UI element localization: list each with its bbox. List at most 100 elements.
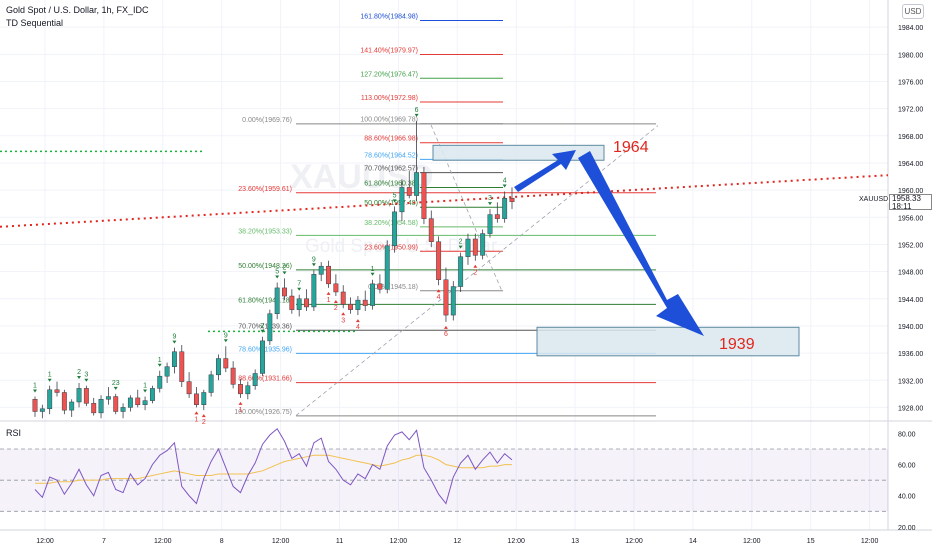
candle-body bbox=[201, 392, 207, 405]
chart-title: Gold Spot / U.S. Dollar, 1h, FX_IDC bbox=[6, 5, 149, 15]
candle-body bbox=[120, 407, 126, 412]
candle-body bbox=[164, 366, 170, 377]
price-tick-label: 1944.00 bbox=[898, 297, 923, 304]
candle-body bbox=[105, 396, 111, 400]
price-tick-label: 1980.00 bbox=[898, 52, 923, 59]
td-sell-setup-marker bbox=[77, 375, 82, 379]
td-sell-setup-marker bbox=[260, 329, 265, 333]
price-tick-label: 1960.00 bbox=[898, 188, 923, 195]
fib-right-label: 23.60%(1950.99) bbox=[364, 244, 418, 251]
fib-right-label: 141.40%(1979.97) bbox=[360, 48, 418, 55]
fib-right-label: 0.00%(1945.18) bbox=[368, 284, 418, 291]
target-zone-lower bbox=[536, 326, 800, 357]
bullish-arrow bbox=[514, 150, 576, 192]
td-count-label: 1 bbox=[239, 407, 243, 414]
td-count-label: 5 bbox=[275, 268, 279, 275]
rsi-tick-label: 20.00 bbox=[898, 525, 916, 532]
td-count-label: 2 bbox=[77, 369, 81, 376]
candle-body bbox=[186, 381, 192, 395]
candle-body bbox=[340, 291, 346, 305]
td-sell-setup-marker bbox=[33, 389, 37, 393]
last-price-value: 1958.33 bbox=[892, 194, 921, 203]
candle-body bbox=[113, 396, 119, 412]
candle-body bbox=[245, 385, 251, 395]
td-buy-setup-marker bbox=[443, 325, 448, 329]
last-price-tag: 1958.33 18:11 bbox=[889, 194, 932, 211]
td-count-label: 2 bbox=[202, 419, 206, 426]
td-count-label: 4 bbox=[437, 294, 441, 301]
fib-left-label: 0.00%(1969.76) bbox=[242, 117, 292, 124]
candle-body bbox=[142, 400, 148, 405]
fib-right-label: 127.20%(1976.47) bbox=[360, 71, 418, 78]
indicator-label: TD Sequential bbox=[6, 18, 64, 28]
td-sell-setup-marker bbox=[84, 378, 89, 382]
td-sell-setup-marker bbox=[502, 184, 507, 188]
price-tick-label: 1968.00 bbox=[898, 134, 923, 141]
candle-body bbox=[274, 287, 280, 314]
td-count-label: 9 bbox=[312, 256, 316, 263]
candle-body bbox=[157, 375, 163, 389]
lower-target-label: 1939 bbox=[719, 336, 755, 353]
fib-right-label: 113.00%(1972.98) bbox=[361, 95, 418, 102]
td-buy-setup-marker bbox=[473, 264, 478, 268]
price-tick-label: 1972.00 bbox=[898, 107, 923, 114]
price-tick-label: 1928.00 bbox=[898, 405, 923, 412]
price-tick-label: 1932.00 bbox=[898, 378, 923, 385]
candle-body bbox=[421, 172, 427, 219]
fib-left-label: 70.70%(1939.36) bbox=[238, 323, 292, 330]
td-sell-setup-marker bbox=[143, 389, 148, 393]
td-count-label: 7 bbox=[297, 281, 301, 288]
time-tick-label: 12:00 bbox=[625, 538, 643, 545]
candle-body bbox=[83, 388, 89, 404]
td-buy-setup-marker bbox=[326, 291, 331, 295]
candle-body bbox=[39, 408, 45, 412]
currency-button[interactable]: USD bbox=[902, 4, 924, 19]
watermark-symbol: XAUUSD bbox=[290, 158, 434, 196]
candle-body bbox=[465, 238, 471, 257]
price-tick-label: 1952.00 bbox=[898, 242, 923, 249]
candle-body bbox=[230, 367, 236, 385]
td-count-label: 23 bbox=[112, 380, 120, 387]
td-sell-setup-marker bbox=[311, 263, 316, 267]
price-tick-label: 1936.00 bbox=[898, 351, 923, 358]
time-tick-label: 12:00 bbox=[861, 538, 879, 545]
td-count-label: 6 bbox=[444, 331, 448, 338]
fib-right-label: 38.20%(1954.58) bbox=[364, 220, 418, 227]
candle-body bbox=[502, 198, 508, 219]
candle-body bbox=[494, 214, 500, 219]
td-sell-setup-marker bbox=[47, 378, 52, 382]
candle-body bbox=[318, 265, 324, 275]
candle-body bbox=[377, 283, 383, 290]
td-sell-setup-marker bbox=[275, 275, 280, 279]
fibonacci-levels: 0.00%(1969.76) 23.60%(1959.61) 38.20%(1953… bbox=[234, 14, 656, 417]
candle-body bbox=[311, 274, 317, 308]
candle-body bbox=[223, 358, 229, 369]
fib-right-label: 78.60%(1964.52) bbox=[364, 152, 418, 159]
fib-right-label: 61.80%(1960.38) bbox=[364, 181, 418, 188]
td-count-label: 6 bbox=[415, 107, 419, 114]
td-count-label: 3 bbox=[84, 372, 88, 379]
td-count-label: 1 bbox=[33, 383, 37, 390]
td-buy-setup-marker bbox=[341, 312, 346, 316]
td-count-label: 9 bbox=[224, 332, 228, 339]
time-tick-label: 11 bbox=[336, 538, 343, 545]
candle-body bbox=[54, 389, 60, 393]
fib-right-label: 161.80%(1984.98) bbox=[360, 14, 418, 21]
fib-left-label: 78.60%(1935.96) bbox=[238, 346, 292, 353]
td-buy-setup-marker bbox=[201, 414, 206, 418]
time-tick-label: 8 bbox=[220, 538, 224, 545]
candle-body bbox=[135, 397, 141, 405]
fib-left-label: 38.20%(1953.33) bbox=[238, 228, 292, 235]
rsi-tick-label: 40.00 bbox=[898, 494, 916, 501]
rsi-pane: 20.00 40.00 60.00 80.00 bbox=[0, 428, 916, 532]
td-count-label: 1 bbox=[158, 357, 162, 364]
candle-body bbox=[362, 299, 368, 306]
candle-body bbox=[193, 393, 199, 405]
rsi-tick-label: 60.00 bbox=[898, 463, 916, 470]
td-count-label: 9 bbox=[172, 334, 176, 341]
candle-body bbox=[289, 295, 295, 310]
candle-body bbox=[260, 340, 265, 374]
